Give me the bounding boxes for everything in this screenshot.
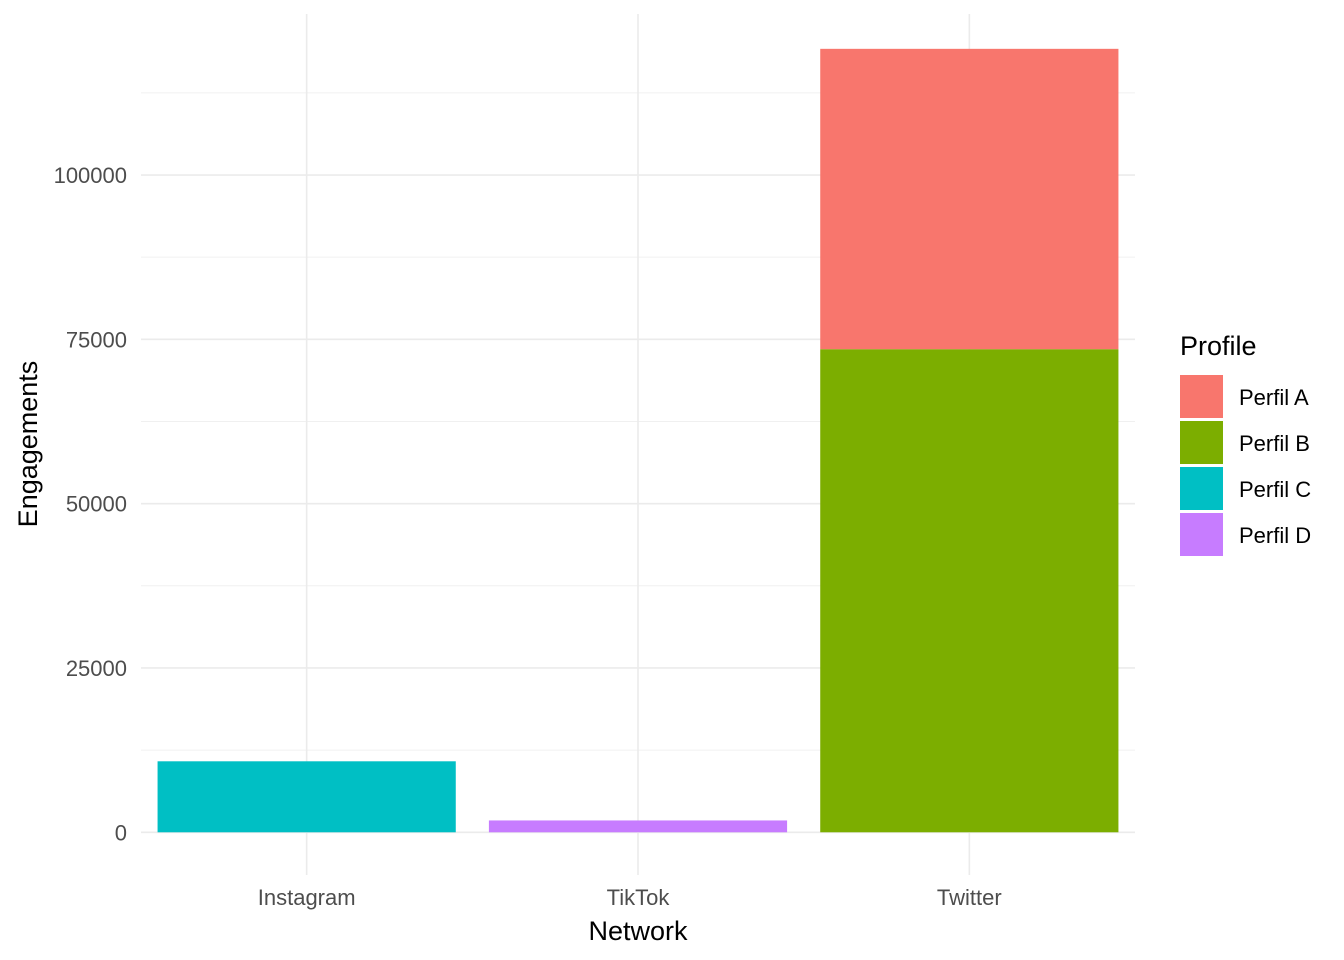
y-tick-label: 0: [115, 820, 127, 845]
legend-key: [1180, 375, 1223, 418]
legend-label: Perfil C: [1239, 477, 1311, 502]
x-tick-label: Twitter: [937, 885, 1002, 910]
y-axis-title: Engagements: [13, 361, 43, 528]
bars: [157, 48, 1119, 833]
legend-key: [1180, 467, 1223, 510]
legend-label: Perfil B: [1239, 431, 1310, 456]
y-tick-label: 50000: [66, 492, 127, 517]
legend-key: [1180, 513, 1223, 556]
x-axis-ticks: Instagram TikTok Twitter: [258, 885, 1002, 910]
y-tick-label: 75000: [66, 327, 127, 352]
legend-key: [1180, 421, 1223, 464]
y-axis-ticks: 0 25000 50000 75000 100000: [54, 163, 127, 845]
y-tick-label: 100000: [54, 163, 127, 188]
legend: Profile Perfil A Perfil B Perfil C Perfil D: [1180, 331, 1311, 556]
x-axis-title: Network: [588, 916, 688, 946]
bar-instagram-perfil-c: [157, 761, 456, 833]
y-tick-label: 25000: [66, 656, 127, 681]
legend-label: Perfil A: [1239, 385, 1309, 410]
bar-twitter-perfil-b: [820, 349, 1119, 833]
x-tick-label: TikTok: [607, 885, 671, 910]
x-tick-label: Instagram: [258, 885, 356, 910]
bar-twitter-perfil-a: [820, 48, 1119, 350]
legend-title: Profile: [1180, 331, 1257, 361]
bar-tiktok-perfil-d: [488, 820, 788, 833]
legend-label: Perfil D: [1239, 523, 1311, 548]
